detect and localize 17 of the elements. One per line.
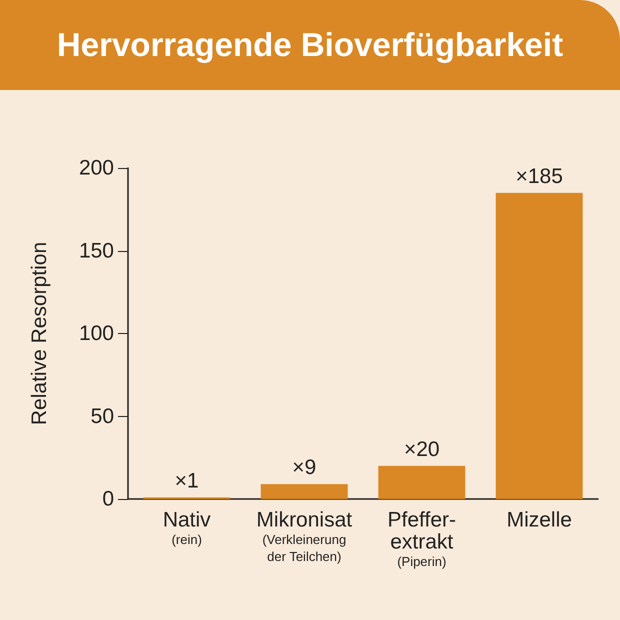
y-axis-title: Relative Resorption — [28, 242, 51, 426]
y-tick-label: 0 — [102, 488, 114, 510]
data-label: ×9 — [292, 456, 316, 480]
y-tick-label: 150 — [78, 239, 114, 262]
x-tick-label: Mikronisat (Verkleinerung der Teilchen) — [256, 508, 352, 564]
data-label: ×1 — [174, 469, 199, 492]
bar — [496, 192, 583, 499]
x-tick-label: Mizelle — [506, 508, 572, 532]
data-label: ×20 — [404, 438, 440, 461]
x-tick-label: Pfeffer- extrakt (Piperin) — [388, 508, 456, 569]
x-tick-label: Nativ (rein) — [162, 508, 212, 547]
y-tick-label: 50 — [90, 404, 114, 428]
data-label: ×185 — [516, 164, 563, 188]
y-tick-label: 200 — [78, 156, 114, 180]
bar — [378, 466, 466, 499]
bar — [260, 484, 348, 499]
y-tick-label: 100 — [78, 322, 114, 345]
